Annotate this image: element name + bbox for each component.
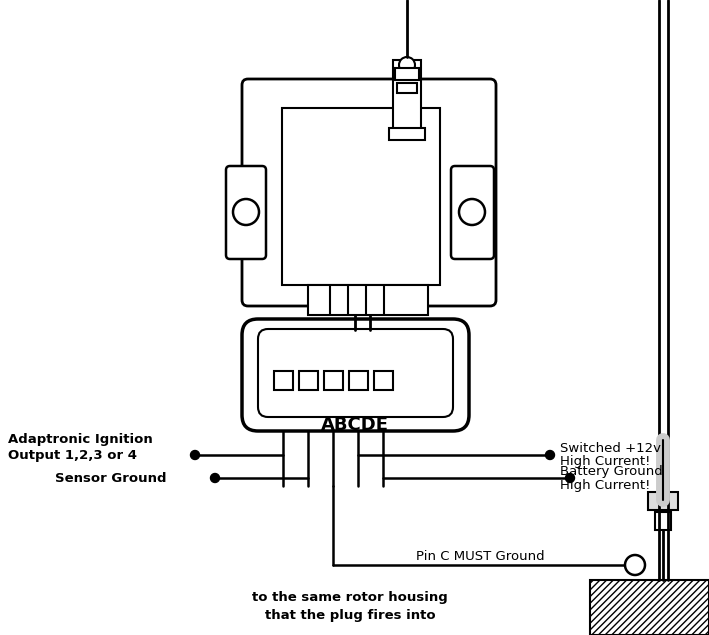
Circle shape <box>399 57 415 73</box>
Circle shape <box>545 450 554 460</box>
Bar <box>274 371 293 390</box>
FancyBboxPatch shape <box>451 166 494 259</box>
Bar <box>308 285 428 315</box>
Bar <box>648 492 678 510</box>
Circle shape <box>459 199 485 225</box>
Bar <box>395 68 419 80</box>
FancyBboxPatch shape <box>242 79 496 306</box>
Text: Output 1,2,3 or 4: Output 1,2,3 or 4 <box>8 448 137 462</box>
Text: to the same rotor housing: to the same rotor housing <box>252 591 448 605</box>
Bar <box>397 83 417 93</box>
Bar <box>282 108 440 285</box>
Text: High Current!: High Current! <box>560 455 650 467</box>
Text: Battery Ground: Battery Ground <box>560 465 663 479</box>
Bar <box>374 371 393 390</box>
Circle shape <box>233 199 259 225</box>
Bar <box>349 371 368 390</box>
Text: that the plug fires into: that the plug fires into <box>264 608 435 622</box>
Bar <box>352 327 377 335</box>
Bar <box>393 60 421 130</box>
Circle shape <box>625 555 645 575</box>
Bar <box>655 512 671 530</box>
FancyBboxPatch shape <box>258 329 453 417</box>
Text: Pin C MUST Ground: Pin C MUST Ground <box>415 551 545 563</box>
FancyBboxPatch shape <box>242 319 469 431</box>
Text: Switched +12v: Switched +12v <box>560 441 661 455</box>
Bar <box>299 371 318 390</box>
Bar <box>324 371 343 390</box>
Circle shape <box>566 474 574 483</box>
Bar <box>389 128 425 140</box>
Bar <box>590 580 709 635</box>
FancyBboxPatch shape <box>226 166 266 259</box>
Circle shape <box>211 474 220 483</box>
Text: Sensor Ground: Sensor Ground <box>55 472 167 485</box>
Text: High Current!: High Current! <box>560 479 650 491</box>
Circle shape <box>191 450 199 460</box>
Text: Adaptronic Ignition: Adaptronic Ignition <box>8 434 152 446</box>
Text: ABCDE: ABCDE <box>321 416 389 434</box>
